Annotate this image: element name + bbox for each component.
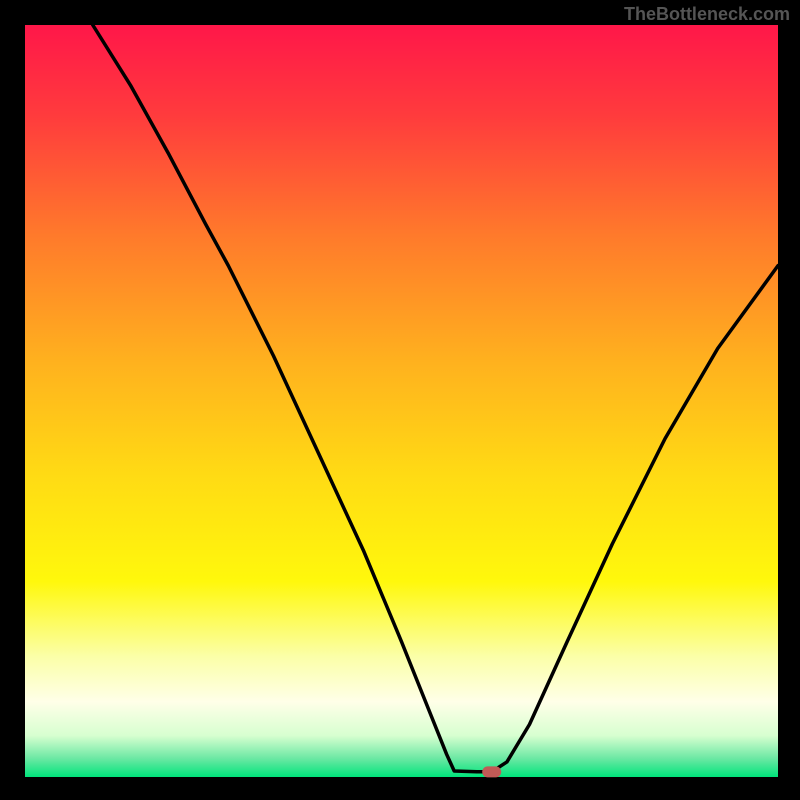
bottleneck-curve <box>93 25 778 772</box>
chart-container: TheBottleneck.com <box>0 0 800 800</box>
curve-svg <box>25 25 778 777</box>
plot-area <box>25 25 778 777</box>
watermark-text: TheBottleneck.com <box>624 4 790 25</box>
optimum-marker <box>482 766 502 777</box>
